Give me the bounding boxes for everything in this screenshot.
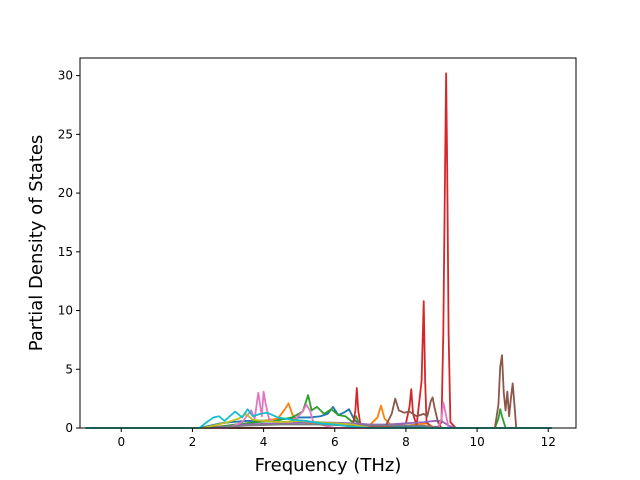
x-tick-label: 6 — [331, 435, 339, 449]
y-tick-label: 30 — [58, 69, 73, 83]
x-tick-label: 8 — [402, 435, 410, 449]
series-line-4 — [85, 72, 552, 429]
x-tick-label: 0 — [117, 435, 125, 449]
y-tick-label: 25 — [58, 127, 73, 141]
x-tick-label: 10 — [469, 435, 484, 449]
y-axis-label: Partial Density of States — [26, 135, 47, 352]
x-tick-label: 12 — [541, 435, 556, 449]
x-axis-label: Frequency (THz) — [255, 455, 402, 476]
series-line-7 — [85, 390, 552, 429]
x-tick-label: 4 — [260, 435, 268, 449]
x-tick-label: 2 — [189, 435, 197, 449]
tick-layer: 0 2 4 6 8 10 12 0 5 10 15 20 25 30 — [58, 69, 556, 449]
y-tick-label: 20 — [58, 186, 73, 200]
plot-frame — [79, 57, 577, 429]
y-tick-label: 10 — [58, 304, 73, 318]
series-line-9 — [85, 413, 552, 429]
series-line-10 — [85, 408, 552, 429]
y-tick-label: 0 — [65, 421, 73, 435]
y-tick-label: 15 — [58, 245, 73, 259]
series-line-5 — [85, 420, 552, 429]
series-layer — [85, 72, 552, 429]
y-tick-label: 5 — [65, 362, 73, 376]
